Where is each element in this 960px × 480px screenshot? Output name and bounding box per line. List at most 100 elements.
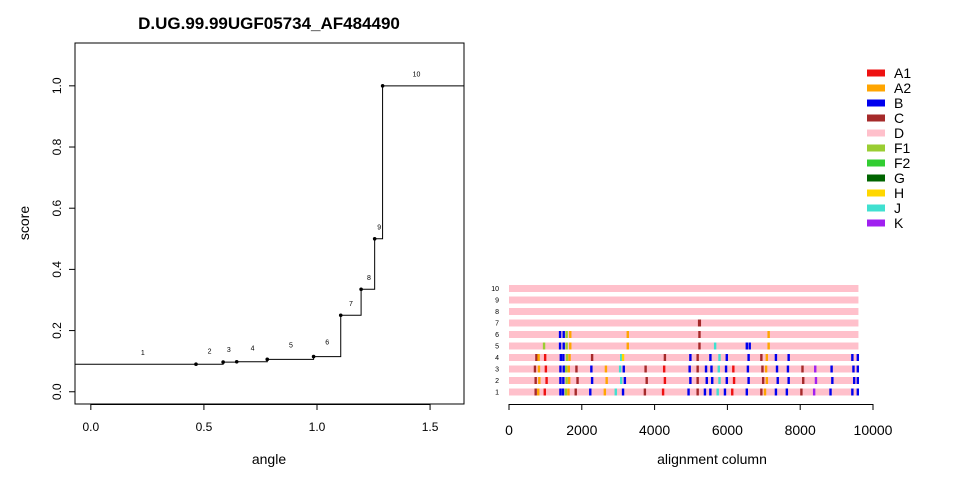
legend-label: A1 — [894, 65, 911, 81]
row-label: 3 — [495, 367, 499, 374]
subtype-segment — [558, 342, 562, 350]
subtype-segment — [710, 365, 713, 373]
subtype-segment — [562, 377, 565, 384]
data-point — [380, 84, 385, 88]
y-tick-label: 0.8 — [50, 138, 64, 155]
subtype-segment — [746, 365, 750, 373]
subtype-segment — [537, 354, 540, 361]
y-tick-label: 0.2 — [50, 322, 64, 339]
subtype-segment — [603, 388, 607, 396]
score-step-line: 1 2 3 4 5 6 7 8 9 10 — [75, 72, 464, 367]
x-axis: 0.0 0.5 1.0 1.5 — [82, 404, 439, 434]
legend-swatch — [867, 69, 885, 77]
subtype-segment — [543, 388, 546, 396]
point-label: 3 — [227, 347, 231, 354]
subtype-segment — [718, 354, 721, 361]
subtype-segment — [785, 388, 789, 396]
subtype-segment — [747, 377, 750, 384]
y-tick-label: 1.0 — [50, 77, 64, 94]
subtype-segment — [852, 365, 855, 373]
x-tick-label: 1.5 — [422, 420, 439, 434]
subtype-segment — [561, 388, 565, 396]
subtype-segment — [812, 388, 816, 396]
subtype-segment — [604, 365, 608, 373]
alignment-x-axis: 0 2000 4000 6000 8000 10000 — [505, 404, 893, 438]
subtype-segment — [620, 354, 623, 361]
step-line — [75, 85, 464, 365]
subtype-segment — [644, 365, 647, 373]
point-label: 8 — [367, 275, 371, 282]
row-label: 9 — [495, 298, 499, 305]
subtype-segment — [725, 377, 728, 384]
subtype-heatmap: 1 2 3 4 5 6 7 8 9 10 0 2000 4000 6000 8000 10000 align… — [491, 285, 893, 467]
alignment-row — [509, 388, 859, 396]
subtype-segment — [829, 388, 832, 396]
subtype-segment — [696, 354, 699, 361]
subtype-segment — [696, 388, 699, 396]
subtype-segment — [852, 377, 856, 384]
subtype-segment — [562, 331, 565, 338]
chart-title: D.UG.99.99UGF05734_AF484490 — [138, 14, 400, 33]
subtype-segment — [645, 377, 648, 384]
legend-label: J — [894, 200, 901, 216]
subtype-segment — [698, 331, 701, 338]
subtype-segment — [569, 331, 572, 338]
subtype-segment — [559, 388, 562, 396]
data-point — [372, 236, 377, 241]
subtype-segment — [698, 342, 701, 350]
subtype-segment — [718, 377, 721, 384]
data-point — [234, 359, 239, 364]
point-label: 1 — [141, 350, 145, 357]
subtype-segment — [763, 388, 767, 396]
point-label: 7 — [349, 301, 353, 308]
subtype-segment — [732, 365, 735, 373]
subtype-segment — [663, 354, 667, 361]
legend-swatch — [867, 159, 885, 167]
subtype-segment — [774, 388, 778, 396]
subtype-segment — [776, 377, 779, 384]
subtype-segment — [565, 331, 568, 338]
x-tick-label: 6000 — [712, 422, 743, 438]
legend-swatch — [867, 204, 885, 212]
subtype-segment — [626, 331, 629, 338]
alignment-row — [509, 354, 859, 361]
subtype-segment — [605, 377, 608, 384]
legend-swatch — [867, 99, 885, 107]
x-tick-label: 8000 — [785, 422, 816, 438]
subtype-segment — [565, 377, 568, 384]
subtype-segment — [559, 377, 562, 384]
subtype-segment — [709, 354, 712, 361]
subtype-segment — [565, 354, 569, 361]
subtype-segment — [569, 342, 572, 350]
subtype-segment — [562, 342, 565, 350]
subtype-segment — [745, 342, 748, 350]
subtype-segment — [689, 354, 692, 361]
legend-swatch — [867, 129, 885, 137]
data-point — [311, 354, 316, 359]
row-label: 10 — [491, 286, 499, 293]
data-point — [265, 357, 270, 362]
subtype-segment — [590, 365, 593, 373]
subtype-segment — [717, 365, 720, 373]
alignment-axis-label: alignment column — [657, 451, 767, 467]
subtype-segment — [830, 365, 833, 373]
row-label: 8 — [495, 309, 499, 316]
subtype-segment — [761, 365, 764, 373]
legend-swatch — [867, 144, 885, 152]
subtype-segment — [542, 342, 546, 350]
x-tick-label: 10000 — [854, 422, 893, 438]
legend-swatch — [867, 84, 885, 92]
alignment-row — [509, 331, 859, 338]
subtype-segment — [787, 354, 790, 361]
subtype-segment — [711, 377, 714, 384]
subtype-segment — [626, 342, 629, 350]
row-label: 4 — [495, 355, 499, 362]
subtype-segment — [801, 365, 804, 373]
data-point — [221, 360, 225, 364]
subtype-segment — [574, 388, 577, 396]
point-label: 6 — [325, 339, 329, 346]
subtype-segment — [851, 354, 854, 361]
subtype-segment — [800, 388, 803, 396]
